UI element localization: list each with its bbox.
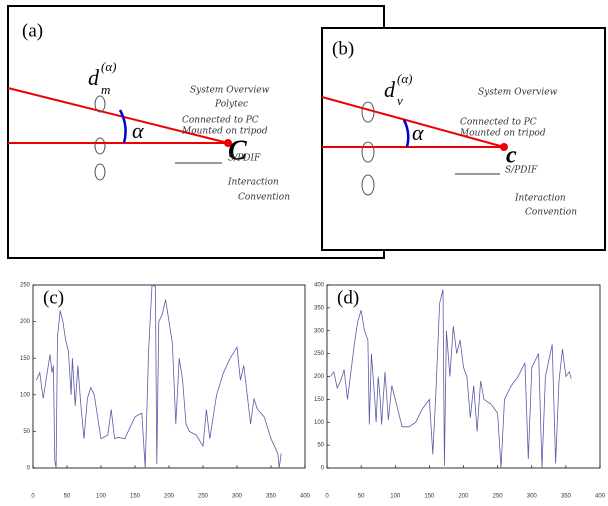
distance-sup: (α) — [397, 71, 412, 86]
distance-label: d — [88, 65, 100, 90]
panel-label: (a) — [22, 20, 43, 41]
y-tick-label: 200 — [20, 319, 31, 325]
y-tick-label: 350 — [314, 305, 325, 311]
distance-sub: m — [101, 82, 110, 97]
y-tick-label: 150 — [314, 397, 325, 403]
note: Connected to PC — [182, 116, 259, 126]
y-tick-label: 250 — [20, 283, 31, 289]
x-tick-label: 0 — [325, 494, 329, 500]
note: Polytec — [214, 100, 248, 110]
x-tick-label: 350 — [561, 494, 572, 500]
note: S/PDIF — [505, 166, 538, 176]
note: S/PDIF — [228, 154, 261, 164]
x-tick-label: 250 — [493, 494, 504, 500]
y-tick-label: 100 — [20, 392, 31, 398]
figure: (a) α d m (α) C System Overview Polytec … — [0, 0, 608, 501]
note: Convention — [238, 193, 290, 203]
y-tick-label: 150 — [20, 356, 31, 362]
x-tick-label: 400 — [595, 494, 606, 500]
distance-sub: v — [397, 93, 403, 108]
y-tick-label: 300 — [314, 328, 325, 334]
x-tick-label: 350 — [266, 494, 277, 500]
note: Interaction — [514, 194, 566, 204]
y-tick-label: 250 — [314, 351, 325, 357]
x-tick-label: 0 — [31, 494, 35, 500]
note: Mounted on tripod — [459, 129, 546, 139]
x-tick-label: 100 — [96, 494, 107, 500]
y-tick-label: 400 — [314, 283, 325, 289]
panel-label: (d) — [337, 287, 359, 308]
x-tick-label: 150 — [130, 494, 141, 500]
note: Connected to PC — [460, 118, 537, 128]
y-tick-label: 0 — [27, 466, 31, 472]
y-tick-label: 200 — [314, 374, 325, 380]
x-tick-label: 300 — [527, 494, 538, 500]
note: Interaction — [227, 178, 279, 188]
y-tick-label: 50 — [317, 443, 324, 449]
note: System Overview — [190, 86, 270, 96]
x-tick-label: 250 — [198, 494, 209, 500]
x-tick-label: 200 — [164, 494, 175, 500]
distance-label: d — [384, 77, 396, 102]
x-tick-label: 50 — [64, 494, 71, 500]
note: System Overview — [478, 88, 558, 98]
x-tick-label: 50 — [358, 494, 365, 500]
distance-sup: (α) — [101, 59, 116, 74]
x-tick-label: 300 — [232, 494, 243, 500]
y-tick-label: 0 — [321, 466, 325, 472]
panel-label: (c) — [43, 287, 64, 308]
note: Mounted on tripod — [181, 127, 268, 137]
x-tick-label: 200 — [458, 494, 469, 500]
x-tick-label: 400 — [300, 494, 311, 500]
y-tick-label: 50 — [23, 429, 30, 435]
plot-frame — [327, 285, 600, 468]
note: Convention — [525, 208, 577, 218]
x-tick-label: 100 — [390, 494, 401, 500]
alpha: α — [412, 120, 424, 145]
panel-label: (b) — [332, 38, 354, 59]
x-tick-label: 150 — [424, 494, 435, 500]
alpha: α — [132, 118, 144, 143]
y-tick-label: 100 — [314, 420, 325, 426]
